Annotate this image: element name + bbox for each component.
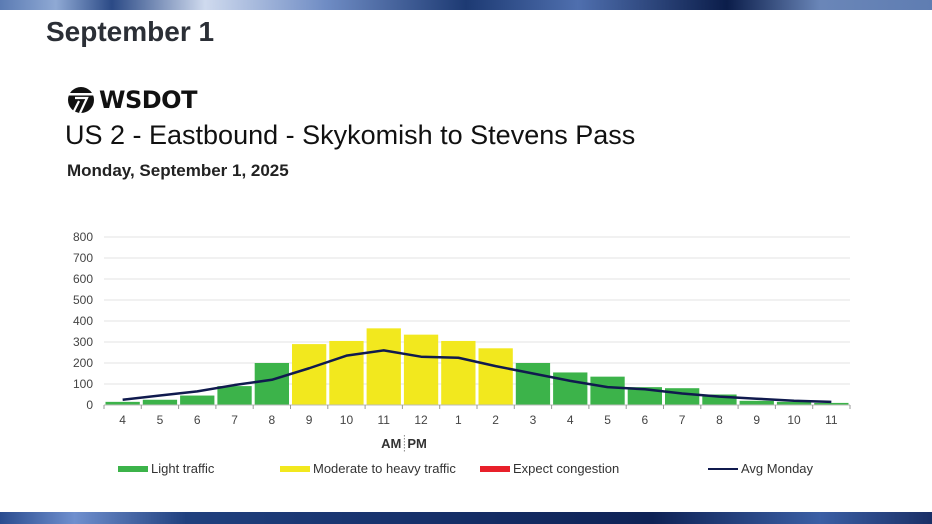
x-tick-label: 3 xyxy=(530,413,537,427)
y-tick-label: 800 xyxy=(73,230,93,244)
x-tick-label: 9 xyxy=(753,413,760,427)
bar xyxy=(702,394,737,405)
legend-color-swatch-icon xyxy=(280,465,310,472)
y-tick-label: 600 xyxy=(73,272,93,286)
bar xyxy=(105,401,140,405)
bar xyxy=(180,395,215,405)
x-tick-label: 8 xyxy=(716,413,723,427)
avg-monday-line xyxy=(122,349,832,404)
pm-label: PM xyxy=(407,436,427,451)
chart-subtitle: Monday, September 1, 2025 xyxy=(67,161,289,180)
bar xyxy=(814,402,849,405)
bar xyxy=(627,387,662,405)
chart-legend: Light traffic Moderate to heavy traffic Ex… xyxy=(0,461,932,479)
chart-title: US 2 - Eastbound - Skykomish to Stevens … xyxy=(65,120,636,150)
slide-title: September 1 xyxy=(46,16,215,47)
wsdot-logo-icon xyxy=(67,87,95,114)
y-tick-label: 300 xyxy=(73,335,93,349)
y-tick-label: 200 xyxy=(73,356,93,370)
legend-label: Light traffic xyxy=(151,461,215,476)
y-tick-label: 700 xyxy=(73,251,93,265)
bottom-decorative-band xyxy=(0,512,932,524)
logo-text: WSDOT xyxy=(99,86,197,114)
x-tick-label: 10 xyxy=(340,413,354,427)
x-tick-label: 4 xyxy=(119,413,126,427)
legend-item: Expect congestion xyxy=(480,461,619,476)
bar xyxy=(217,386,252,405)
x-tick-label: 4 xyxy=(567,413,574,427)
y-tick-label: 400 xyxy=(73,314,93,328)
bar xyxy=(590,376,625,405)
bar xyxy=(665,388,700,405)
x-tick-label: 9 xyxy=(306,413,313,427)
bar xyxy=(441,340,476,405)
x-tick-label: 7 xyxy=(231,413,238,427)
y-tick-label: 0 xyxy=(86,398,93,412)
x-tick-label: 1 xyxy=(455,413,462,427)
legend-item: Avg Monday xyxy=(708,461,813,476)
x-tick-label: 10 xyxy=(787,413,801,427)
y-tick-label: 500 xyxy=(73,293,93,307)
x-tick-label: 8 xyxy=(269,413,276,427)
x-tick-label: 2 xyxy=(492,413,499,427)
bar xyxy=(515,363,551,405)
legend-item: Light traffic xyxy=(118,461,214,476)
x-tick-label: 6 xyxy=(642,413,649,427)
bar xyxy=(142,399,178,405)
x-tick-label: 12 xyxy=(414,413,428,427)
x-tick-label: 7 xyxy=(679,413,686,427)
bar xyxy=(292,344,327,405)
bar xyxy=(776,401,812,405)
bar xyxy=(366,328,401,405)
x-tick-label: 11 xyxy=(825,413,838,427)
top-decorative-band xyxy=(0,0,932,10)
bar xyxy=(403,334,439,405)
legend-label: Moderate to heavy traffic xyxy=(313,461,456,476)
wsdot-logo: WSDOT xyxy=(66,86,197,114)
x-tick-label: 11 xyxy=(378,413,391,427)
legend-item: Moderate to heavy traffic xyxy=(280,461,456,476)
am-label: AM xyxy=(381,436,401,451)
x-tick-label: 5 xyxy=(157,413,164,427)
legend-label: Avg Monday xyxy=(741,461,814,476)
bar xyxy=(478,348,513,405)
legend-line-swatch-icon xyxy=(708,467,738,470)
legend-label: Expect congestion xyxy=(513,461,620,476)
y-tick-label: 100 xyxy=(73,377,93,391)
bar xyxy=(254,363,289,405)
bar xyxy=(739,400,774,405)
x-tick-label: 5 xyxy=(604,413,611,427)
bar xyxy=(329,340,364,405)
legend-color-swatch-icon xyxy=(118,465,148,472)
x-tick-label: 6 xyxy=(194,413,201,427)
legend-color-swatch-icon xyxy=(480,465,510,472)
